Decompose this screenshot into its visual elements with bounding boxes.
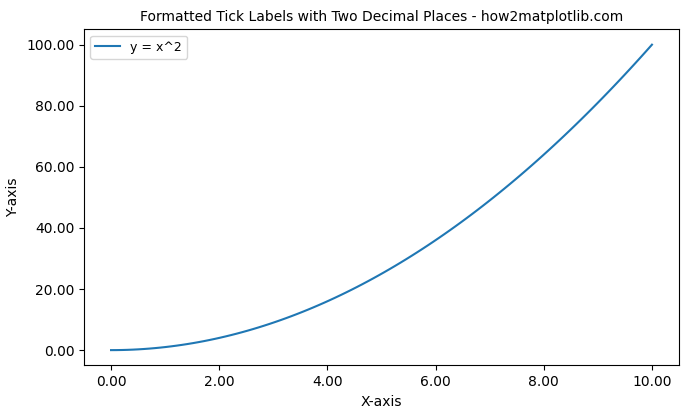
y = x^2 bbox=[429, 239, 438, 244]
Legend: y = x^2: y = x^2 bbox=[90, 36, 187, 59]
Y-axis label: Y-axis: Y-axis bbox=[6, 178, 20, 217]
y = x^2 bbox=[232, 331, 241, 336]
y = x^2 bbox=[620, 72, 629, 77]
y = x^2 bbox=[386, 267, 394, 272]
Title: Formatted Tick Labels with Two Decimal Places - how2matplotlib.com: Formatted Tick Labels with Two Decimal P… bbox=[140, 10, 623, 24]
y = x^2 bbox=[648, 42, 656, 47]
X-axis label: X-axis: X-axis bbox=[360, 395, 402, 409]
Line: y = x^2: y = x^2 bbox=[111, 45, 652, 350]
y = x^2 bbox=[107, 348, 116, 353]
y = x^2 bbox=[211, 336, 219, 341]
y = x^2 bbox=[604, 89, 612, 94]
